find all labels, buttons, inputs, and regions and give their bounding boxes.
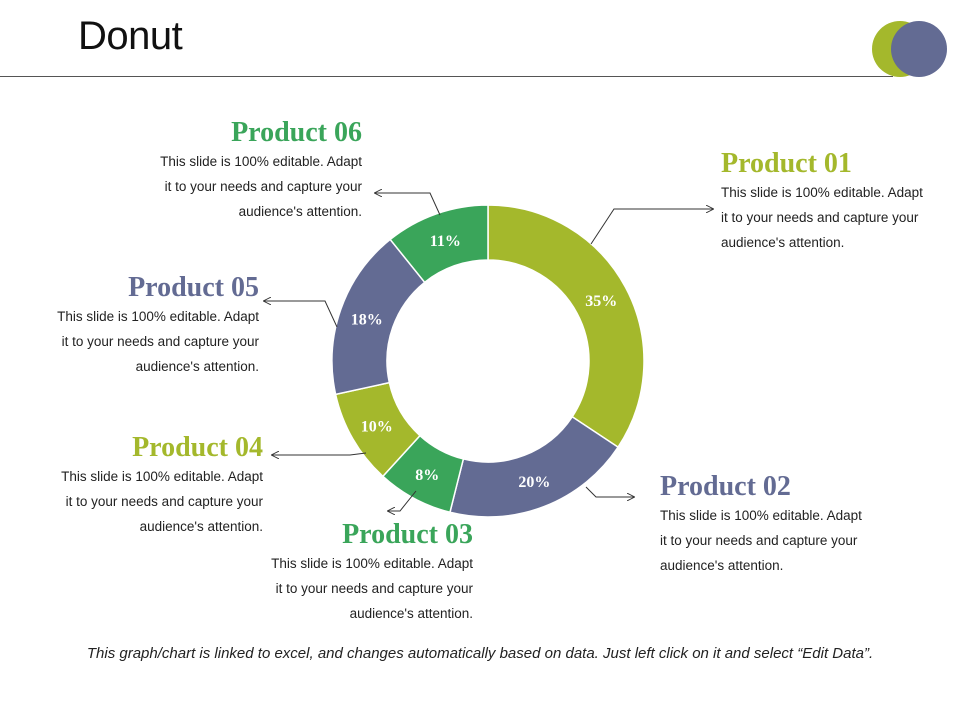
description-line: This slide is 100% editable. Adapt: [57, 309, 259, 324]
description-line: This slide is 100% editable. Adapt: [271, 556, 473, 571]
slice-label-6: 11%: [430, 233, 461, 250]
product-05-block: Product 05 This slide is 100% editable. …: [29, 272, 259, 379]
description-line: audience's attention.: [721, 235, 845, 250]
description-line: it to your needs and capture your: [660, 533, 858, 548]
description-line: audience's attention.: [349, 606, 473, 621]
product-01-description: This slide is 100% editable. Adapt it to…: [721, 180, 951, 255]
product-03-title: Product 03: [342, 519, 473, 550]
product-06-description: This slide is 100% editable. Adapt it to…: [132, 149, 362, 224]
product-01-block: Product 01 This slide is 100% editable. …: [721, 148, 951, 255]
description-line: audience's attention.: [139, 519, 263, 534]
slice-label-1: 35%: [585, 293, 617, 310]
product-06-title: Product 06: [231, 117, 362, 148]
donut-slice-1[interactable]: [487, 204, 645, 449]
leader-line-1: [590, 209, 713, 245]
decorative-circle-slate: [891, 21, 947, 77]
product-04-title: Product 04: [132, 432, 263, 463]
description-line: it to your needs and capture your: [65, 494, 263, 509]
slide-title: Donut: [78, 14, 183, 58]
product-02-description: This slide is 100% editable. Adapt it to…: [660, 503, 890, 578]
description-line: audience's attention.: [660, 558, 784, 573]
description-line: it to your needs and capture your: [721, 210, 919, 225]
description-line: it to your needs and capture your: [164, 179, 362, 194]
leader-line-5: [264, 301, 338, 328]
product-05-description: This slide is 100% editable. Adapt it to…: [29, 304, 259, 379]
product-02-title: Product 02: [660, 471, 791, 502]
product-02-block: Product 02 This slide is 100% editable. …: [660, 471, 890, 578]
slice-label-4: 10%: [361, 418, 393, 435]
description-line: it to your needs and capture your: [275, 581, 473, 596]
slice-label-2: 20%: [518, 474, 550, 491]
product-03-description: This slide is 100% editable. Adapt it to…: [243, 551, 473, 626]
product-05-title: Product 05: [128, 272, 259, 303]
title-divider: [0, 76, 893, 77]
product-06-block: Product 06 This slide is 100% editable. …: [132, 117, 362, 224]
donut-slice-2[interactable]: [449, 415, 620, 518]
description-line: audience's attention.: [135, 359, 259, 374]
product-03-block: Product 03 This slide is 100% editable. …: [243, 519, 473, 626]
slice-label-3: 8%: [415, 467, 439, 484]
description-line: This slide is 100% editable. Adapt: [160, 154, 362, 169]
leader-line-4: [272, 453, 367, 455]
product-01-title: Product 01: [721, 148, 852, 179]
donut-slice-6[interactable]: [389, 204, 489, 284]
description-line: it to your needs and capture your: [61, 334, 259, 349]
leader-line-3: [388, 490, 417, 511]
footer-note: This graph/chart is linked to excel, and…: [86, 645, 874, 662]
product-04-description: This slide is 100% editable. Adapt it to…: [33, 464, 263, 539]
leader-line-6: [375, 193, 441, 216]
description-line: This slide is 100% editable. Adapt: [660, 508, 862, 523]
description-line: audience's attention.: [238, 204, 362, 219]
product-04-block: Product 04 This slide is 100% editable. …: [33, 432, 263, 539]
leader-line-2: [585, 486, 634, 497]
slice-label-5: 18%: [351, 311, 383, 328]
description-line: This slide is 100% editable. Adapt: [721, 185, 923, 200]
description-line: This slide is 100% editable. Adapt: [61, 469, 263, 484]
